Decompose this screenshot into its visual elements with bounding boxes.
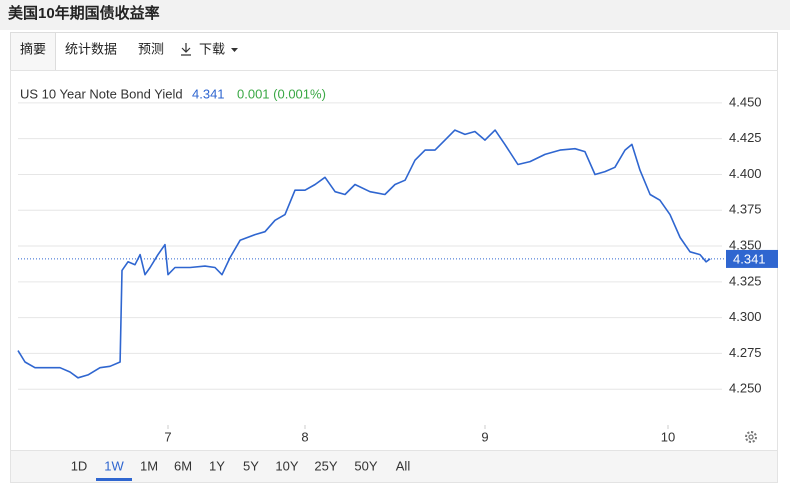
series-name: US 10 Year Note Bond Yield xyxy=(20,86,183,101)
y-tick-label: 4.250 xyxy=(729,381,762,396)
active-tab[interactable] xyxy=(10,32,56,71)
range-bar xyxy=(10,450,778,483)
y-tick-label: 4.325 xyxy=(729,273,762,288)
settings-icon[interactable] xyxy=(745,431,757,443)
range-button[interactable]: 50Y xyxy=(354,458,377,473)
x-tick-label: 7 xyxy=(164,429,171,444)
x-tick-label: 9 xyxy=(481,429,488,444)
page-title: 美国10年期国债收益率 xyxy=(8,4,160,22)
plot: 4.250 4.275 4.300 4.325 4.350 4.375 4.400 4.425… xyxy=(17,94,778,444)
y-tick-label: 4.425 xyxy=(729,130,762,145)
tab[interactable]: 下载 xyxy=(199,41,225,56)
y-tick-label: 4.275 xyxy=(729,345,762,360)
dropdown-arrow xyxy=(231,48,238,52)
range-button[interactable]: 1D xyxy=(71,458,88,473)
active-range-underline xyxy=(96,478,132,481)
tab[interactable]: 统计数据 xyxy=(65,41,117,56)
range-button[interactable]: 6M xyxy=(174,458,192,473)
range-button[interactable]: 1M xyxy=(140,458,158,473)
tab[interactable]: 摘要 xyxy=(20,41,46,56)
chart-frame xyxy=(10,70,778,451)
range-button[interactable]: 1W xyxy=(104,458,124,473)
x-tick-label: 10 xyxy=(661,429,675,444)
range-button[interactable]: 25Y xyxy=(314,458,337,473)
tab[interactable]: 预测 xyxy=(138,41,164,56)
y-tick-label: 4.450 xyxy=(729,94,762,109)
tab-bar xyxy=(10,32,778,71)
title-bar xyxy=(0,0,790,30)
last-value-tag-label: 4.341 xyxy=(733,251,766,266)
range-button[interactable]: 5Y xyxy=(243,458,259,473)
range-button[interactable]: 1Y xyxy=(209,458,225,473)
x-tick-label: 8 xyxy=(301,429,308,444)
range-buttons: 1D 1W 1M 6M 1Y 5Y 10Y 25Y 50Y All xyxy=(71,458,411,481)
change: 0.001 (0.001%) xyxy=(237,86,326,101)
download-icon xyxy=(181,43,191,56)
range-button[interactable]: All xyxy=(396,458,411,473)
y-tick-label: 4.300 xyxy=(729,309,762,324)
y-tick-label: 4.400 xyxy=(729,166,762,181)
last-value-tag xyxy=(726,249,778,268)
y-tick-label: 4.375 xyxy=(729,202,762,217)
y-tick-label: 4.350 xyxy=(729,237,762,252)
range-button[interactable]: 10Y xyxy=(275,458,298,473)
line-series xyxy=(17,129,711,379)
last-value: 4.341 xyxy=(192,86,225,101)
